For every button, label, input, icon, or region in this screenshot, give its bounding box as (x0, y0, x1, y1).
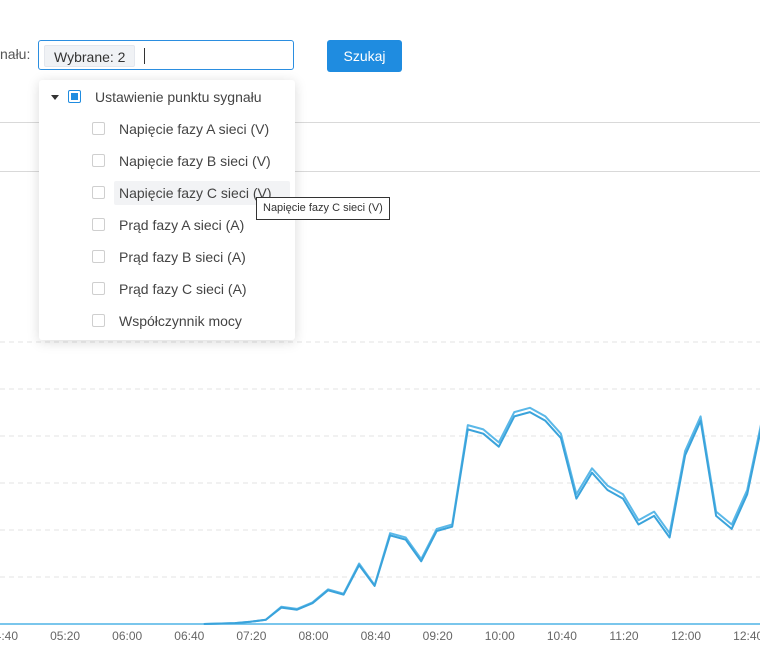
item-label: Prąd fazy C sieci (A) (119, 281, 247, 297)
item-label: Napięcie fazy A sieci (V) (119, 121, 270, 137)
x-tick-label: 11:20 (609, 629, 638, 643)
divider-top (0, 122, 760, 123)
item-checkbox[interactable] (92, 250, 105, 263)
x-tick-label: 07:20 (236, 629, 266, 643)
text-caret (144, 48, 145, 64)
series-line-2 (203, 411, 760, 625)
tree-item-current-b[interactable]: Prąd fazy B sieci (A) (39, 242, 295, 272)
divider-bottom (0, 171, 760, 172)
signal-dropdown: Ustawienie punktu sygnału Napięcie fazy … (39, 80, 295, 340)
x-tick-label: 12:40 (733, 629, 760, 643)
tree-item-current-c[interactable]: Prąd fazy C sieci (A) (39, 274, 295, 304)
x-tick-label: 08:00 (298, 629, 328, 643)
item-checkbox[interactable] (92, 154, 105, 167)
tree-parent-node[interactable]: Ustawienie punktu sygnału (39, 82, 295, 112)
item-checkbox[interactable] (92, 186, 105, 199)
parent-checkbox[interactable] (68, 90, 81, 103)
x-tick-label: 09:20 (423, 629, 453, 643)
series-line-1 (203, 406, 760, 625)
item-label: Prąd fazy A sieci (A) (119, 217, 245, 233)
x-tick-label: 10:00 (485, 629, 515, 643)
item-label: Napięcie fazy C sieci (V) (119, 185, 272, 201)
x-tick-label: 04:40 (0, 629, 18, 643)
search-button[interactable]: Szukaj (327, 40, 402, 72)
x-tick-label: 05:20 (50, 629, 80, 643)
tree-item-voltage-b[interactable]: Napięcie fazy B sieci (V) (39, 146, 295, 176)
tree-item-voltage-a[interactable]: Napięcie fazy A sieci (V) (39, 114, 295, 144)
item-label: Prąd fazy B sieci (A) (119, 249, 246, 265)
x-tick-label: 06:40 (174, 629, 204, 643)
item-label: Współczynnik mocy (119, 313, 242, 329)
item-tooltip: Napięcie fazy C sieci (V) (256, 197, 390, 220)
item-checkbox[interactable] (92, 314, 105, 327)
power-line-chart: 04:40 05:20 06:00 06:40 07:20 08:00 08:40 09:20… (0, 341, 760, 643)
signal-tree-select[interactable]: Wybrane: 2 (38, 40, 294, 70)
signal-filter-label: nału: (0, 46, 31, 62)
x-tick-label: 08:40 (361, 629, 391, 643)
item-checkbox[interactable] (92, 218, 105, 231)
x-tick-label: 10:40 (547, 629, 577, 643)
tree-item-current-a[interactable]: Prąd fazy A sieci (A) (39, 210, 295, 240)
item-checkbox[interactable] (92, 122, 105, 135)
selected-count-tag: Wybrane: 2 (44, 45, 136, 67)
item-checkbox[interactable] (92, 282, 105, 295)
caret-down-icon[interactable] (51, 95, 59, 100)
parent-label: Ustawienie punktu sygnału (95, 89, 262, 105)
item-label: Napięcie fazy B sieci (V) (119, 153, 271, 169)
x-tick-label: 12:00 (671, 629, 701, 643)
x-tick-label: 06:00 (112, 629, 142, 643)
tree-item-power-factor[interactable]: Współczynnik mocy (39, 306, 295, 336)
